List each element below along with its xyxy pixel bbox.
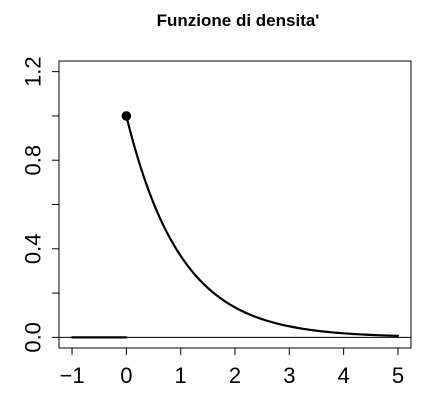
- x-tick-label: 2: [229, 363, 241, 388]
- x-tick-label: 3: [283, 363, 295, 388]
- density-curve: [126, 116, 398, 336]
- y-tick-label: 0.0: [21, 322, 46, 353]
- x-tick-label: 1: [175, 363, 187, 388]
- y-tick-label: 0.8: [21, 145, 46, 176]
- plot-frame: [59, 61, 411, 348]
- y-tick-label: 1.2: [21, 56, 46, 87]
- series-layer: [72, 111, 398, 337]
- x-tick-label: −1: [59, 363, 84, 388]
- x-tick-label: 4: [338, 363, 350, 388]
- data-point: [122, 111, 132, 121]
- x-tick-label: 5: [392, 363, 404, 388]
- y-tick-label: 0.4: [21, 233, 46, 264]
- x-axis: −1 0 1 2 3 4 5: [59, 348, 404, 388]
- x-tick-label: 0: [120, 363, 132, 388]
- chart-title: Funzione di densita': [157, 11, 320, 30]
- y-axis: 0.0 0.4 0.8 1.2: [21, 56, 60, 352]
